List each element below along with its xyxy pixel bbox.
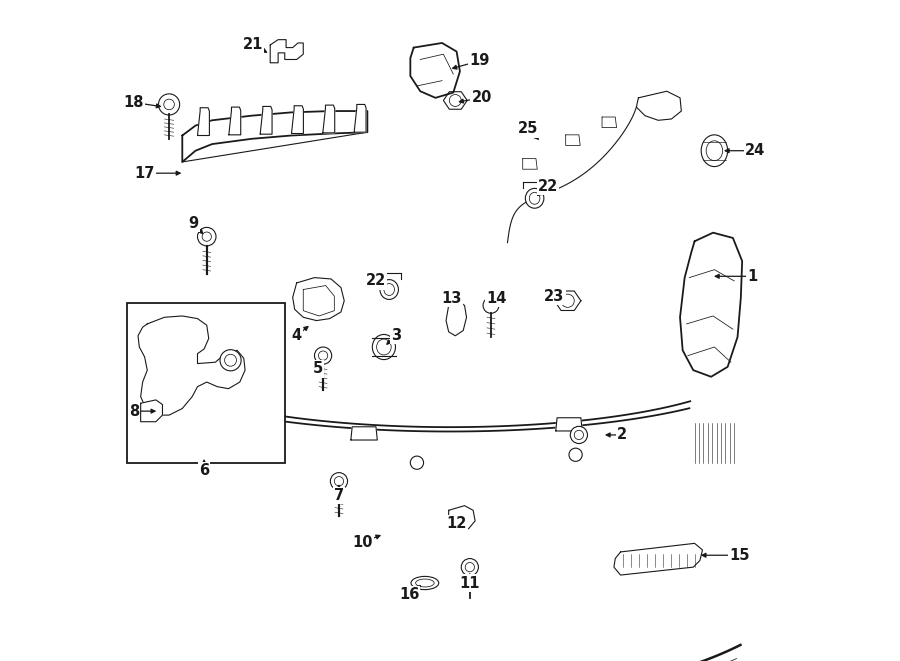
Circle shape bbox=[574, 430, 583, 440]
Text: 4: 4 bbox=[292, 329, 302, 343]
Polygon shape bbox=[446, 301, 466, 336]
Bar bbox=[128, 303, 284, 463]
Ellipse shape bbox=[526, 188, 544, 208]
Circle shape bbox=[461, 559, 479, 576]
Circle shape bbox=[220, 350, 241, 371]
Polygon shape bbox=[556, 418, 582, 431]
Circle shape bbox=[197, 227, 216, 246]
Polygon shape bbox=[260, 106, 272, 134]
Text: 16: 16 bbox=[399, 588, 419, 602]
Text: 14: 14 bbox=[486, 292, 507, 306]
Ellipse shape bbox=[529, 192, 540, 204]
Text: 25: 25 bbox=[518, 122, 538, 136]
Text: 11: 11 bbox=[460, 576, 480, 590]
Ellipse shape bbox=[384, 284, 394, 295]
Polygon shape bbox=[323, 105, 335, 133]
Polygon shape bbox=[310, 645, 741, 661]
Polygon shape bbox=[444, 92, 467, 109]
Text: 12: 12 bbox=[446, 516, 467, 531]
Text: 15: 15 bbox=[729, 548, 750, 563]
Polygon shape bbox=[183, 111, 367, 162]
Text: 23: 23 bbox=[544, 289, 564, 303]
Ellipse shape bbox=[701, 135, 727, 167]
Polygon shape bbox=[554, 291, 580, 311]
Polygon shape bbox=[292, 106, 303, 134]
Text: 9: 9 bbox=[188, 216, 199, 231]
Text: 20: 20 bbox=[472, 91, 492, 105]
Circle shape bbox=[330, 473, 347, 490]
Polygon shape bbox=[138, 316, 245, 415]
Text: 17: 17 bbox=[134, 166, 155, 180]
Ellipse shape bbox=[411, 576, 439, 590]
Text: 5: 5 bbox=[312, 362, 323, 376]
Circle shape bbox=[569, 448, 582, 461]
Circle shape bbox=[334, 477, 344, 486]
Circle shape bbox=[158, 94, 180, 115]
Circle shape bbox=[449, 95, 461, 106]
Ellipse shape bbox=[373, 334, 395, 360]
Circle shape bbox=[164, 99, 175, 110]
Polygon shape bbox=[140, 400, 163, 422]
Polygon shape bbox=[292, 278, 344, 321]
Circle shape bbox=[483, 297, 499, 313]
Text: 22: 22 bbox=[537, 179, 558, 194]
Circle shape bbox=[225, 354, 237, 366]
Polygon shape bbox=[566, 135, 580, 145]
Ellipse shape bbox=[706, 141, 723, 161]
Polygon shape bbox=[197, 108, 210, 136]
Circle shape bbox=[314, 347, 332, 364]
Polygon shape bbox=[187, 394, 690, 432]
Ellipse shape bbox=[380, 280, 399, 299]
Polygon shape bbox=[355, 104, 366, 132]
Text: 22: 22 bbox=[365, 274, 386, 288]
Text: 19: 19 bbox=[470, 54, 490, 68]
Polygon shape bbox=[303, 286, 334, 316]
Text: 10: 10 bbox=[353, 535, 373, 549]
Polygon shape bbox=[636, 91, 681, 120]
Polygon shape bbox=[614, 543, 703, 575]
Polygon shape bbox=[680, 233, 742, 377]
Text: 7: 7 bbox=[334, 488, 344, 503]
Polygon shape bbox=[351, 427, 377, 440]
Text: 6: 6 bbox=[199, 463, 209, 478]
Ellipse shape bbox=[376, 339, 392, 355]
Circle shape bbox=[410, 456, 424, 469]
Circle shape bbox=[571, 426, 588, 444]
Circle shape bbox=[561, 294, 574, 307]
Text: 21: 21 bbox=[243, 38, 263, 52]
Text: 18: 18 bbox=[124, 95, 144, 110]
Text: 3: 3 bbox=[391, 329, 401, 343]
Polygon shape bbox=[523, 159, 537, 169]
Polygon shape bbox=[602, 117, 616, 128]
Circle shape bbox=[202, 232, 211, 241]
Text: 13: 13 bbox=[441, 292, 462, 306]
Text: 1: 1 bbox=[748, 269, 758, 284]
Ellipse shape bbox=[416, 579, 434, 587]
Circle shape bbox=[465, 563, 474, 572]
Polygon shape bbox=[270, 40, 303, 63]
Polygon shape bbox=[215, 401, 242, 414]
Polygon shape bbox=[410, 43, 460, 98]
Circle shape bbox=[319, 351, 328, 360]
Text: 2: 2 bbox=[616, 428, 627, 442]
Polygon shape bbox=[449, 506, 475, 530]
Text: 8: 8 bbox=[129, 404, 140, 418]
Text: 24: 24 bbox=[745, 143, 766, 158]
Polygon shape bbox=[229, 107, 240, 135]
